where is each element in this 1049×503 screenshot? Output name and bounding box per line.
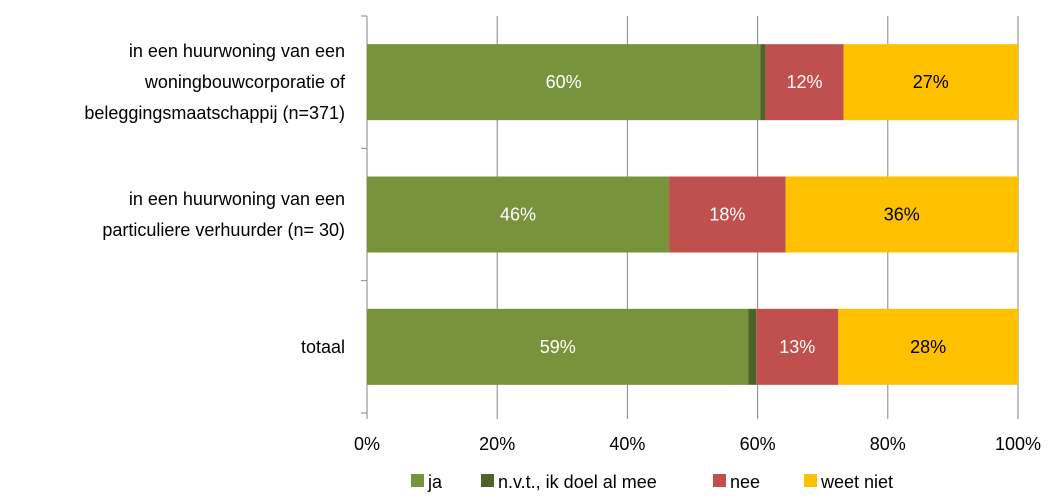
bar-segment-ja bbox=[367, 44, 761, 121]
category-label: in een huurwoning van een bbox=[129, 41, 345, 61]
bar-segment-ja bbox=[367, 308, 749, 385]
category-label: beleggingsmaatschappij (n=371) bbox=[84, 103, 345, 123]
category-label: in een huurwoning van een bbox=[129, 189, 345, 209]
legend-swatch bbox=[804, 474, 817, 487]
bar-segment-weet-niet bbox=[785, 176, 1018, 253]
category-label: particuliere verhuurder (n= 30) bbox=[102, 220, 345, 240]
data-label: 46% bbox=[500, 205, 536, 225]
bar-segment-nee bbox=[669, 176, 786, 253]
legend-swatch bbox=[713, 474, 726, 487]
bar-segment-nee bbox=[765, 44, 844, 121]
bar-segment-n-v-t-ik-doel-al-mee bbox=[760, 44, 766, 121]
category-label: totaal bbox=[301, 337, 345, 357]
x-tick-label: 80% bbox=[870, 434, 906, 454]
x-tick-label: 60% bbox=[740, 434, 776, 454]
x-tick-label: 20% bbox=[479, 434, 515, 454]
bar-segment-nee bbox=[756, 308, 839, 385]
legend-swatch bbox=[411, 474, 424, 487]
data-label: 36% bbox=[884, 205, 920, 225]
data-label: 18% bbox=[709, 205, 745, 225]
legend-label: nee bbox=[730, 472, 760, 492]
bar-segment-weet-niet bbox=[843, 44, 1018, 121]
x-tick-label: 100% bbox=[995, 434, 1041, 454]
data-label: 28% bbox=[910, 337, 946, 357]
x-tick-label: 0% bbox=[354, 434, 380, 454]
data-label: 27% bbox=[913, 72, 949, 92]
bar-segment-ja bbox=[367, 176, 670, 253]
legend-label: ja bbox=[427, 472, 443, 492]
x-tick-label: 40% bbox=[609, 434, 645, 454]
bar-segment-weet-niet bbox=[838, 308, 1018, 385]
data-label: 13% bbox=[779, 337, 815, 357]
legend-label: weet niet bbox=[820, 472, 893, 492]
category-label: woningbouwcorporatie of bbox=[144, 72, 346, 92]
data-label: 59% bbox=[540, 337, 576, 357]
data-label: 60% bbox=[546, 72, 582, 92]
legend-swatch bbox=[481, 474, 494, 487]
bar-segment-n-v-t-ik-doel-al-mee bbox=[748, 308, 757, 385]
legend-label: n.v.t., ik doel al mee bbox=[498, 472, 657, 492]
data-label: 12% bbox=[786, 72, 822, 92]
